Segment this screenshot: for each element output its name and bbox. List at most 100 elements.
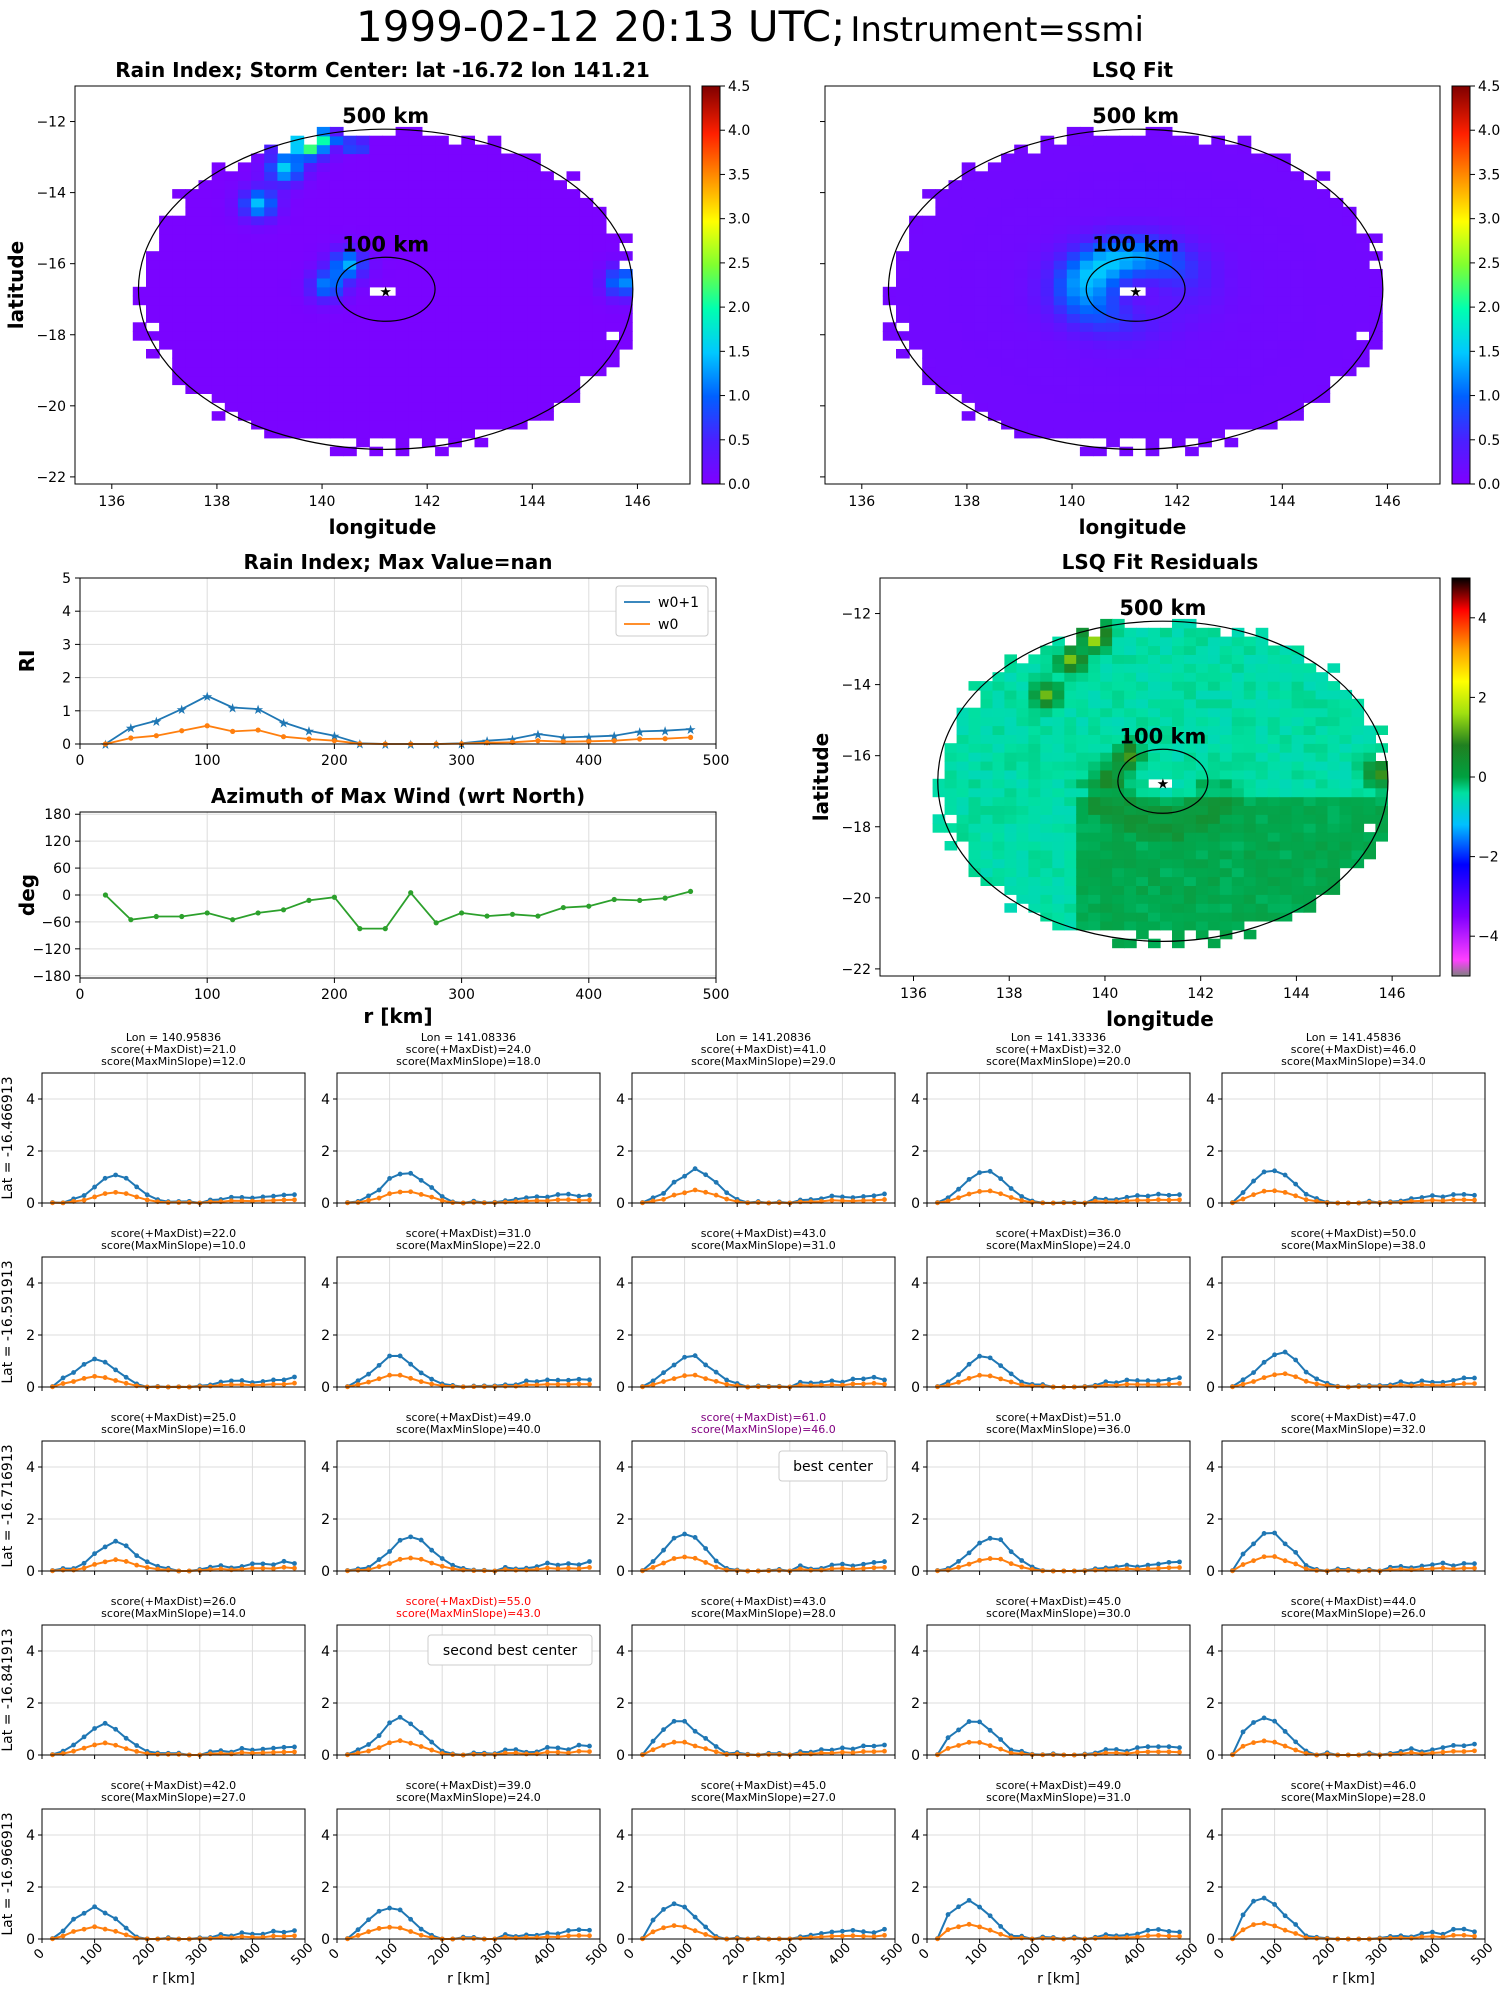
rain-index-map-cell — [474, 242, 489, 252]
lsq-fit-map-cell — [948, 384, 963, 394]
lsq-residuals-map-cell — [1291, 841, 1305, 851]
lsq-residuals-map-cell — [1243, 672, 1257, 682]
rain-index-map-cell — [316, 126, 331, 137]
data-point — [671, 1718, 677, 1724]
lsq-fit-map-cell — [896, 349, 910, 359]
rain-index-map-cell — [146, 349, 160, 359]
lsq-residuals-map-cell — [1339, 769, 1353, 780]
rain-index-map-cell — [237, 411, 252, 421]
lsq-residuals-map-cell — [1279, 805, 1293, 815]
lsq-residuals-map-cell — [1136, 858, 1149, 869]
rain-index-map-cell — [251, 349, 265, 359]
rain-index-map-cell — [487, 171, 502, 181]
grid-panel-frame — [631, 1256, 896, 1388]
rain-index-map-cell — [251, 171, 265, 181]
lsq-fit-map-cell — [1040, 331, 1055, 341]
lsq-residuals-map-cell — [1004, 707, 1017, 718]
lsq-fit-map-cell — [1119, 384, 1134, 394]
x-tick-label: 200 — [321, 753, 348, 769]
rain-index-map-cell — [448, 304, 462, 314]
rain-index-map-cell — [435, 340, 449, 350]
lsq-residuals-map-cell — [1076, 867, 1089, 878]
lsq-fit-map-cell — [1303, 242, 1317, 252]
lsq-fit-map-cell — [896, 313, 910, 323]
lsq-fit-map-cell — [1079, 242, 1094, 252]
lsq-fit-map-cell — [896, 331, 910, 341]
data-point — [566, 1561, 571, 1567]
lsq-fit-map-cell — [1171, 349, 1186, 359]
data-point — [1387, 1751, 1393, 1757]
lsq-fit-map-cell — [1303, 197, 1317, 208]
rain-index-map-cell — [185, 366, 200, 377]
lsq-residuals-map-cell — [1076, 654, 1089, 664]
y-tick-label: 0 — [26, 1748, 35, 1764]
lsq-residuals-map-cell — [1195, 725, 1209, 735]
rain-index-map-cell — [316, 260, 331, 270]
lsq-fit-map-cell — [1171, 357, 1186, 368]
lsq-fit-map-cell — [974, 295, 989, 306]
lsq-fit-map-cell — [1290, 349, 1304, 359]
data-point: ★ — [659, 725, 671, 740]
data-point — [204, 723, 210, 729]
rain-index-map-cell — [277, 393, 292, 403]
rain-index-map-cell — [448, 215, 462, 226]
lsq-residuals-map-cell — [1375, 725, 1388, 735]
rain-index-map-cell — [264, 295, 278, 306]
lsq-fit-map-cell — [1132, 233, 1147, 243]
data-point — [1145, 1562, 1151, 1568]
lsq-fit-map-cell — [1198, 224, 1212, 235]
lsq-residuals-map-cell — [1351, 743, 1365, 753]
rain-index-map-cell — [224, 180, 239, 190]
rain-index-map-cell — [579, 340, 594, 350]
lsq-fit-map-cell — [974, 180, 989, 190]
lsq-fit-map-cell — [1158, 260, 1173, 270]
lsq-fit-map-cell — [1342, 357, 1357, 368]
rain-index-map-cell — [461, 215, 475, 226]
lsq-residuals-map-cell — [1315, 672, 1329, 682]
data-point — [81, 1361, 87, 1367]
rain-index-map-cell — [172, 366, 186, 377]
lsq-residuals-map-cell — [980, 823, 994, 833]
lsq-fit-map-cell — [1171, 313, 1186, 323]
rain-index-map-cell — [513, 331, 528, 341]
lsq-residuals-map-cell — [956, 778, 970, 789]
rain-index-map-cell — [329, 260, 344, 270]
lsq-residuals-map-cell — [1207, 849, 1221, 860]
lsq-fit-map-cell — [1119, 269, 1134, 279]
data-point — [555, 1377, 561, 1383]
rain-index-map-cell — [132, 286, 147, 297]
rain-index-map-cell — [316, 349, 331, 359]
data-point — [1177, 1745, 1182, 1751]
series-line — [641, 1720, 885, 1757]
lsq-residuals-map-cell — [1040, 716, 1053, 727]
data-point — [966, 1375, 972, 1381]
lsq-residuals-map-cell — [1124, 761, 1137, 771]
data-point — [429, 1194, 435, 1200]
lsq-fit-map-cell — [1171, 366, 1186, 377]
rain-index-map-cell — [408, 251, 423, 261]
lsq-fit-map-cell — [1369, 340, 1383, 350]
rain-index-map-cell — [356, 206, 370, 217]
lsq-residuals-map-cell — [1231, 832, 1245, 842]
data-point — [1419, 1195, 1425, 1200]
data-point — [662, 736, 668, 742]
lsq-fit-map-cell — [987, 384, 1002, 394]
rain-index-map-cell — [553, 269, 567, 279]
rain-index-map-cell — [343, 331, 357, 341]
series-line — [347, 1172, 590, 1205]
rain-index-map-cell — [290, 224, 305, 235]
rain-index-map-cell — [395, 402, 410, 412]
rain-index-map-cell — [382, 428, 397, 439]
lsq-fit-map-cell — [1132, 206, 1147, 217]
lsq-fit-map-cell — [1027, 153, 1042, 163]
rain-index-map-cell — [566, 224, 581, 235]
y-tick-label: 0 — [616, 1196, 625, 1212]
data-point — [1293, 1193, 1299, 1199]
x-tick-label: 140 — [309, 494, 336, 510]
data-point — [1398, 1566, 1404, 1572]
lsq-residuals-map-cell — [1255, 769, 1269, 780]
data-point — [724, 1752, 730, 1757]
rain-index-map-cell — [343, 260, 357, 270]
rain-index-map-cell — [513, 171, 528, 181]
lsq-fit-map-cell — [1198, 242, 1212, 252]
